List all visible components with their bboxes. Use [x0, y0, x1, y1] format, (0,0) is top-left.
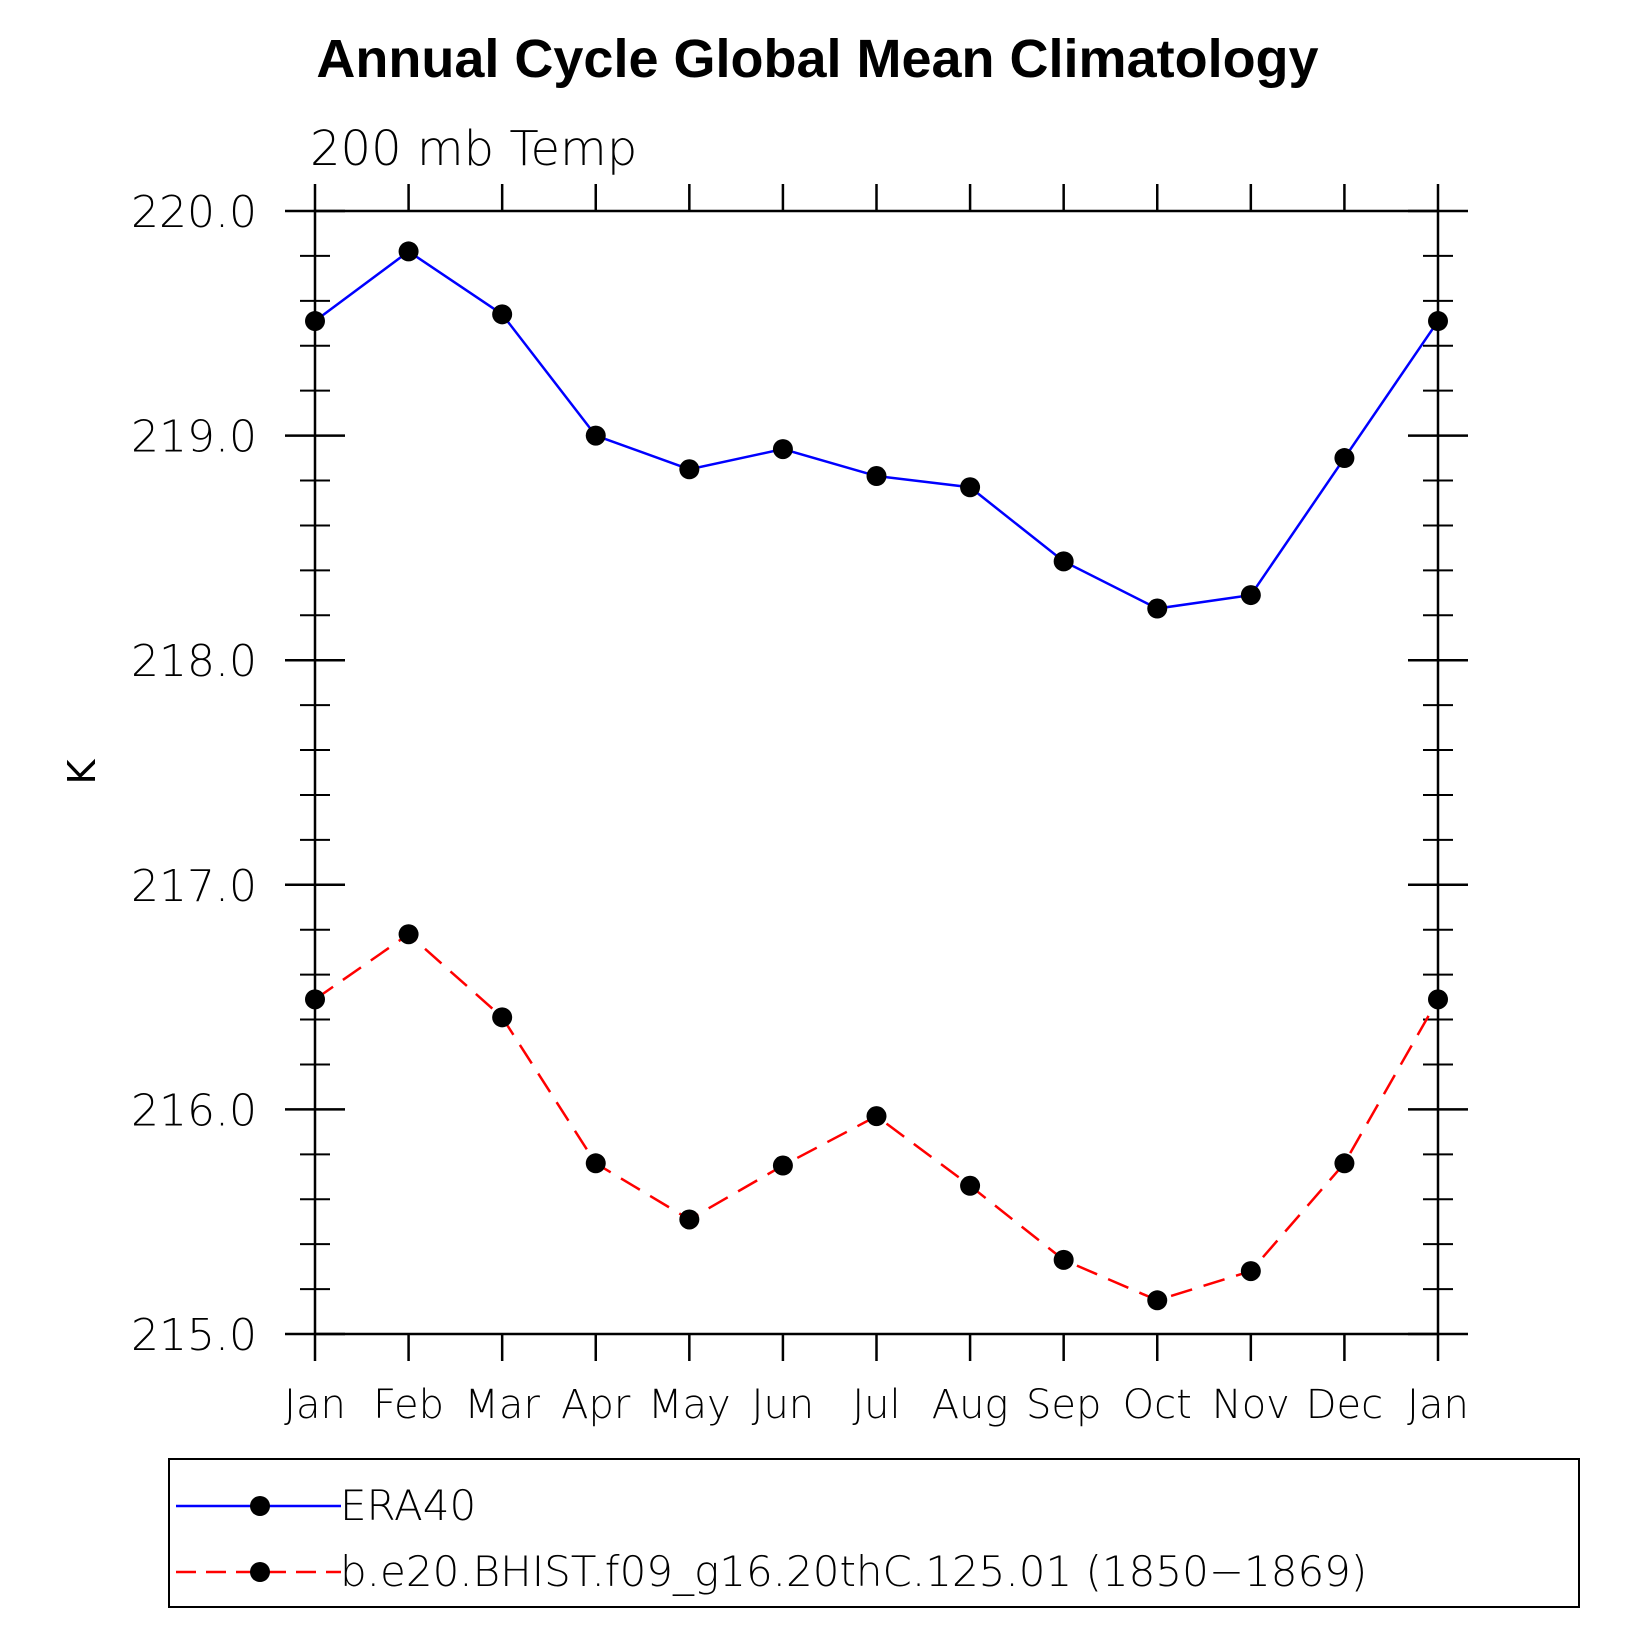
series-0-point: [398, 241, 419, 262]
series-0-point: [492, 304, 513, 325]
series-1-point: [492, 1007, 513, 1028]
series-1-point: [1053, 1249, 1074, 1270]
x-tick-label: Dec: [1306, 1382, 1383, 1428]
chart-title: Annual Cycle Global Mean Climatology: [316, 29, 1319, 89]
x-tick-label: Jan: [284, 1382, 346, 1428]
series-1-point: [398, 924, 419, 945]
y-tick-label: 218.0: [131, 636, 257, 687]
series-0-point: [1240, 585, 1261, 606]
series-1-point: [1334, 1153, 1355, 1174]
series-0-point: [960, 477, 981, 498]
legend-swatch-model: [176, 1562, 341, 1582]
axes: Jan Feb Mar Apr May Jun Jul Aug Sep Oct Nov Dec Jan 2…: [131, 184, 1469, 1428]
legend: ERA40 b.e20.BHIST.f09_g16.20thC.125.01 (…: [168, 1458, 1580, 1608]
y-tick-label: 219.0: [131, 412, 257, 463]
x-tick-label: Aug: [932, 1382, 1009, 1428]
series-1-point: [679, 1209, 700, 1230]
chart-subtitle: 200 mb Temp: [310, 121, 637, 177]
plot-frame: [313, 209, 1440, 1336]
legend-swatch-era40: [176, 1496, 341, 1516]
x-tick-label: Jan: [1407, 1382, 1469, 1428]
x-tick-label: Apr: [561, 1382, 631, 1428]
y-tick-label: 217.0: [131, 861, 257, 912]
y-tick-label: 215.0: [131, 1310, 257, 1361]
series-line-0: [314, 249, 1440, 610]
series-1-point: [1428, 989, 1448, 1010]
series-1-point: [1240, 1261, 1261, 1282]
series-0-point: [866, 466, 887, 487]
x-tick-label: Jul: [852, 1382, 900, 1428]
series-0-point: [1147, 598, 1168, 619]
x-tick-label: Nov: [1212, 1382, 1290, 1428]
y-axis-label: K: [60, 758, 104, 784]
series-0-point: [305, 311, 325, 332]
y-tick-label: 216.0: [131, 1085, 257, 1136]
x-tick-label: Feb: [373, 1382, 444, 1428]
legend-label-model: b.e20.BHIST.f09_g16.20thC.125.01 (1850−1…: [340, 1547, 1368, 1596]
y-tick-label: 220.0: [131, 187, 257, 238]
plot-area: 200 mb Temp K Jan Feb Mar Apr May Jun Jul Aug Se…: [60, 121, 1469, 1428]
x-tick-label: Sep: [1026, 1382, 1101, 1428]
series-1-point: [585, 1153, 606, 1174]
x-tick-label: Jun: [752, 1382, 815, 1428]
legend-entry-model: b.e20.BHIST.f09_g16.20thC.125.01 (1850−1…: [170, 1544, 1578, 1600]
series-1-point: [1147, 1290, 1168, 1311]
series-1-point: [772, 1155, 793, 1176]
series-0-point: [679, 459, 700, 480]
x-tick-label: Oct: [1123, 1382, 1192, 1428]
series-0-point: [585, 425, 606, 446]
series-0-point: [1053, 551, 1074, 572]
series-layer: [305, 241, 1448, 1311]
series-0-point: [1428, 311, 1448, 332]
series-1-point: [866, 1106, 887, 1127]
series-0-point: [1334, 448, 1355, 469]
x-tick-label: May: [648, 1382, 731, 1428]
series-1-point: [960, 1175, 981, 1196]
series-1-point: [305, 989, 325, 1010]
x-tick-label: Mar: [464, 1382, 540, 1428]
legend-label-era40: ERA40: [340, 1481, 477, 1530]
series-0-point: [772, 439, 793, 460]
legend-entry-era40: ERA40: [170, 1478, 1578, 1534]
